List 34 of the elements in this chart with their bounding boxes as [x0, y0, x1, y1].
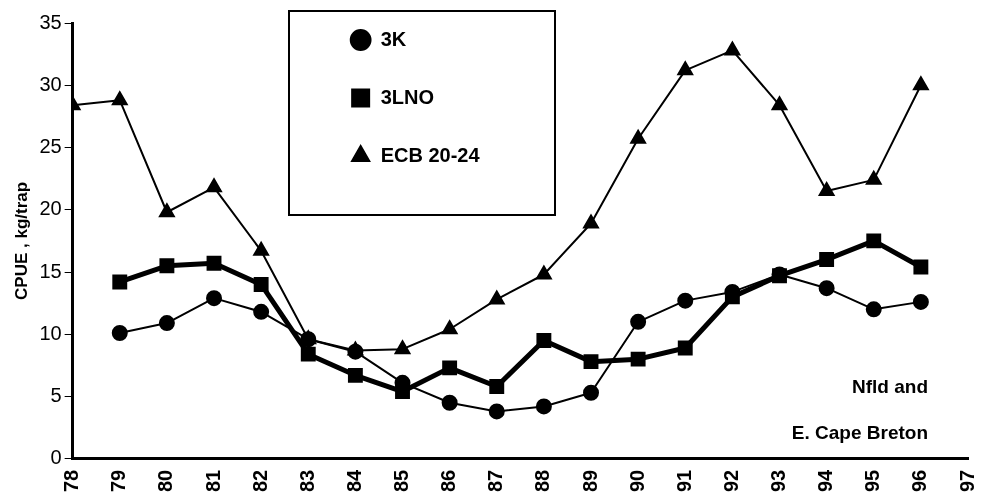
- annotation: E. Cape Breton: [791, 421, 928, 443]
- y-axis-title: CPUE , kg/trap: [11, 181, 31, 300]
- x-tick-label: 83: [295, 469, 318, 492]
- legend-label: ECB 20-24: [380, 143, 481, 166]
- legend-label: 3K: [380, 27, 407, 50]
- x-tick-label: 80: [154, 469, 177, 492]
- x-tick-label: 79: [107, 469, 130, 492]
- x-tick-label: 93: [767, 469, 790, 492]
- x-tick-label: 91: [672, 469, 695, 492]
- x-tick-label: 97: [955, 469, 978, 492]
- x-tick-label: 94: [814, 468, 837, 492]
- x-tick-label: 82: [248, 469, 271, 492]
- x-tick-label: 87: [484, 469, 507, 492]
- legend-label: 3LNO: [380, 85, 434, 108]
- y-tick-label: 0: [50, 446, 62, 469]
- x-tick-label: 81: [201, 469, 224, 492]
- y-tick-label: 25: [39, 135, 62, 158]
- x-tick-label: 85: [390, 469, 413, 492]
- y-tick-label: 5: [50, 384, 62, 407]
- x-tick-label: 78: [60, 469, 83, 492]
- x-tick-label: 84: [342, 468, 365, 492]
- y-tick-label: 20: [39, 197, 62, 220]
- y-tick-label: 30: [39, 72, 62, 95]
- x-tick-label: 90: [625, 469, 648, 492]
- x-tick-label: 96: [908, 469, 931, 492]
- x-tick-label: 95: [861, 469, 884, 492]
- x-tick-label: 86: [437, 469, 460, 492]
- annotation: Nfld and: [852, 375, 928, 397]
- x-tick-label: 92: [719, 469, 742, 492]
- y-tick-label: 35: [39, 10, 62, 33]
- x-tick-label: 88: [531, 469, 554, 492]
- x-tick-label: 89: [578, 469, 601, 492]
- y-tick-label: 10: [39, 321, 62, 344]
- y-tick-label: 15: [39, 259, 62, 282]
